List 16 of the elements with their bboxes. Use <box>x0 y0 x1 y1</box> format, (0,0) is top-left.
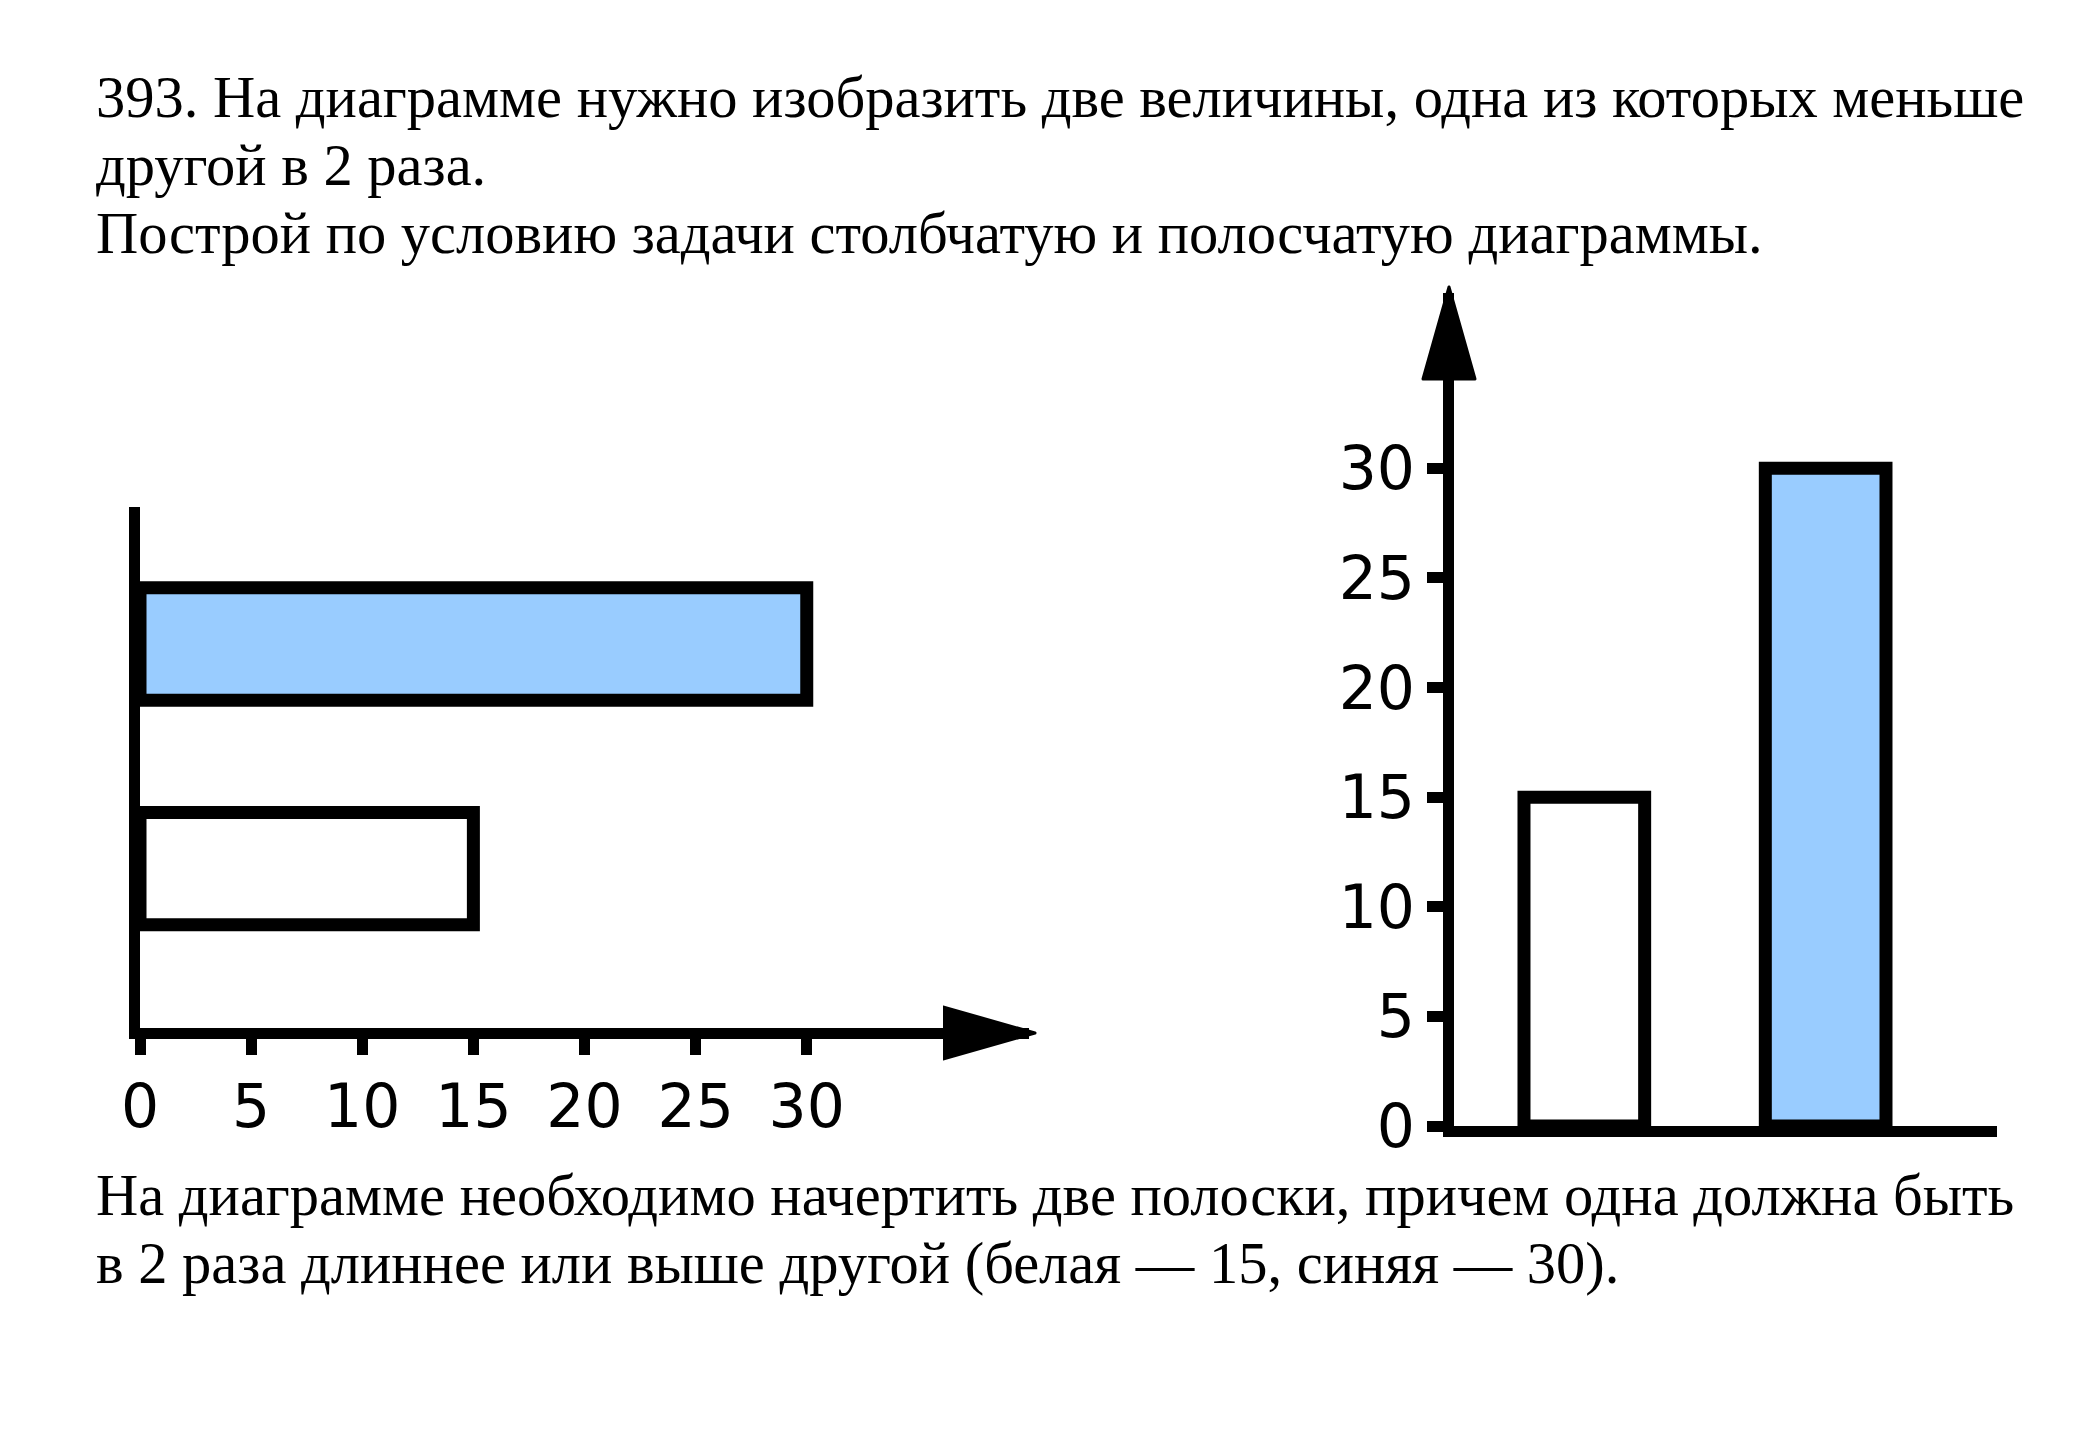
x-tick-label: 25 <box>657 1071 734 1141</box>
y-tick-label: 25 <box>1338 542 1415 613</box>
x-tick-label: 0 <box>120 1071 160 1141</box>
text: Построй по условию задачи столбчатую и полосчатую диаграммы. <box>96 200 1764 268</box>
x-tick-label: 10 <box>324 1071 401 1141</box>
text: 393. На диаграмме нужно изобразить две величины, одна из которых меньше другой в 2 раза. <box>96 64 2026 200</box>
x-tick-label: 5 <box>232 1071 271 1141</box>
y-tick-label: 5 <box>1376 981 1415 1052</box>
y-tick-label: 10 <box>1338 871 1415 942</box>
x-tick-label: 15 <box>435 1071 512 1141</box>
y-tick-label: 20 <box>1338 652 1415 723</box>
y-tick-label: 15 <box>1338 762 1415 833</box>
x-tick-label: 30 <box>768 1071 845 1141</box>
text: На диаграмме необходимо начертить две полоски, причем одна должна быть в 2 раза длиннее или выше другой (белая — 15, синяя — 30). <box>96 1162 2016 1298</box>
x-tick-label: 20 <box>546 1071 623 1141</box>
y-tick-label: 30 <box>1338 433 1415 504</box>
